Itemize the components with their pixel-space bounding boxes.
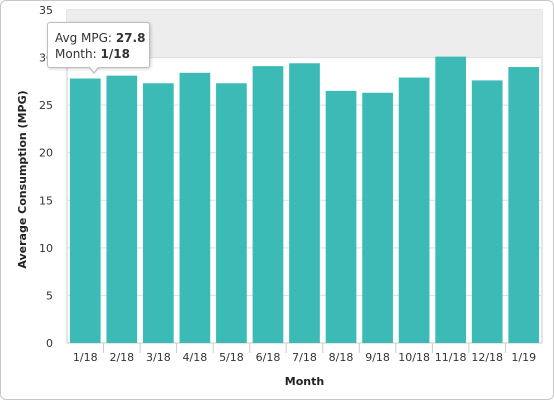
tooltip-series-value: 27.8	[115, 31, 146, 45]
x-tick-label: 6/18	[256, 351, 281, 364]
bar-5-18[interactable]	[216, 83, 247, 343]
bar-7-18[interactable]	[289, 63, 320, 343]
bar-12-18[interactable]	[471, 80, 503, 344]
y-tick-label: 35	[39, 4, 53, 17]
bar-3-18[interactable]	[143, 83, 174, 343]
y-tick-label: 20	[39, 147, 53, 160]
tooltip-category-label: Month:	[55, 47, 97, 61]
y-tick-label: 0	[46, 337, 53, 350]
bar-9-18[interactable]	[362, 92, 393, 343]
tooltip-series-label: Avg MPG:	[55, 31, 112, 45]
y-tick-label: 5	[46, 289, 53, 302]
tooltip-category-value: 1/18	[100, 47, 130, 61]
tooltip-pointer-fill	[89, 66, 99, 72]
y-tick-label: 10	[39, 242, 53, 255]
bar-6-18[interactable]	[252, 66, 284, 344]
bar-1-18[interactable]	[69, 78, 101, 343]
bar-10-18[interactable]	[398, 77, 430, 344]
bar-1-19[interactable]	[508, 67, 540, 343]
x-axis-title: Month	[285, 375, 324, 388]
x-tick-label: 3/18	[146, 351, 171, 364]
x-tick-label: 5/18	[219, 351, 244, 364]
x-tick-label: 12/18	[471, 351, 503, 364]
x-tick-label: 10/18	[398, 351, 430, 364]
x-axis-ticks: 1/18 2/18 3/18 4/18 5/18 6/18 7/18 8/18 9/18 10/1…	[73, 343, 536, 364]
bar-tooltip: Avg MPG: 27.8 Month: 1/18	[47, 22, 150, 68]
x-tick-label: 7/18	[292, 351, 317, 364]
y-tick-label: 15	[39, 194, 53, 207]
x-tick-label: 9/18	[365, 351, 390, 364]
x-tick-label: 11/18	[435, 351, 467, 364]
tooltip-category-row: Month: 1/18	[55, 46, 149, 62]
x-tick-label: 2/18	[109, 351, 134, 364]
tooltip-series-row: Avg MPG: 27.8	[55, 30, 149, 46]
bars	[69, 56, 540, 344]
x-tick-label: 4/18	[183, 351, 208, 364]
y-axis-title: Average Consumption (MPG)	[16, 90, 29, 268]
y-tick-label: 25	[39, 99, 53, 112]
bar-4-18[interactable]	[179, 72, 211, 344]
x-tick-label: 1/19	[511, 351, 536, 364]
bar-2-18[interactable]	[106, 75, 138, 344]
x-tick-label: 8/18	[329, 351, 354, 364]
bar-11-18[interactable]	[435, 56, 466, 344]
bar-8-18[interactable]	[325, 90, 357, 343]
x-tick-label: 1/18	[73, 351, 98, 364]
